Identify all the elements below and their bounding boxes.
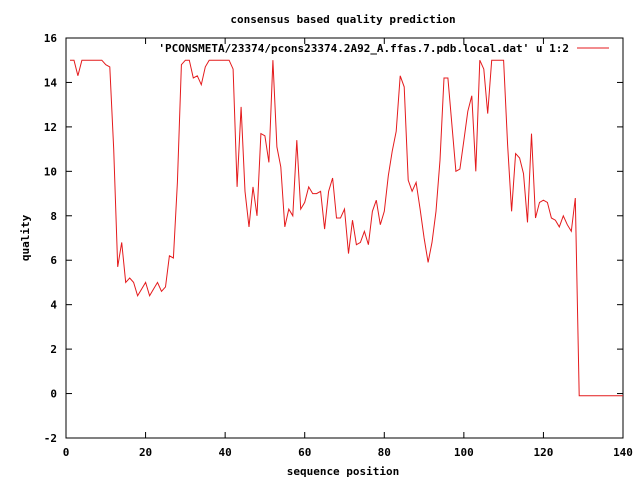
x-tick-label: 80 (378, 446, 391, 459)
series-layer (70, 59, 623, 397)
x-axis-label: sequence position (287, 465, 400, 478)
y-tick-label: 12 (44, 121, 57, 134)
x-tick-label: 40 (219, 446, 232, 459)
y-tick-label: 14 (44, 76, 58, 89)
y-tick-label: 10 (44, 165, 57, 178)
series-line (70, 59, 623, 397)
y-tick-label: 0 (50, 388, 57, 401)
x-tick-label: 60 (298, 446, 311, 459)
y-tick-label: 8 (50, 210, 57, 223)
plot-frame (65, 37, 624, 439)
y-tick-label: 16 (44, 32, 58, 45)
x-tick-label: 120 (533, 446, 553, 459)
x-tick-label: 0 (63, 446, 70, 459)
y-axis: -2 0 2 4 6 8 10 12 14 16 (44, 32, 623, 445)
chart-title: consensus based quality prediction (230, 13, 455, 26)
x-tick-label: 100 (454, 446, 474, 459)
x-tick-label: 20 (139, 446, 152, 459)
legend-label: 'PCONSMETA/23374/pcons23374.2A92_A.ffas.… (158, 42, 569, 55)
legend: 'PCONSMETA/23374/pcons23374.2A92_A.ffas.… (158, 42, 609, 55)
y-tick-label: 4 (50, 299, 57, 312)
x-axis: 0 20 40 60 80 100 120 140 (63, 38, 633, 459)
y-tick-label: -2 (44, 432, 57, 445)
y-axis-label: quality (19, 214, 32, 261)
y-tick-label: 6 (50, 254, 57, 267)
y-tick-label: 2 (50, 343, 57, 356)
x-tick-label: 140 (613, 446, 633, 459)
